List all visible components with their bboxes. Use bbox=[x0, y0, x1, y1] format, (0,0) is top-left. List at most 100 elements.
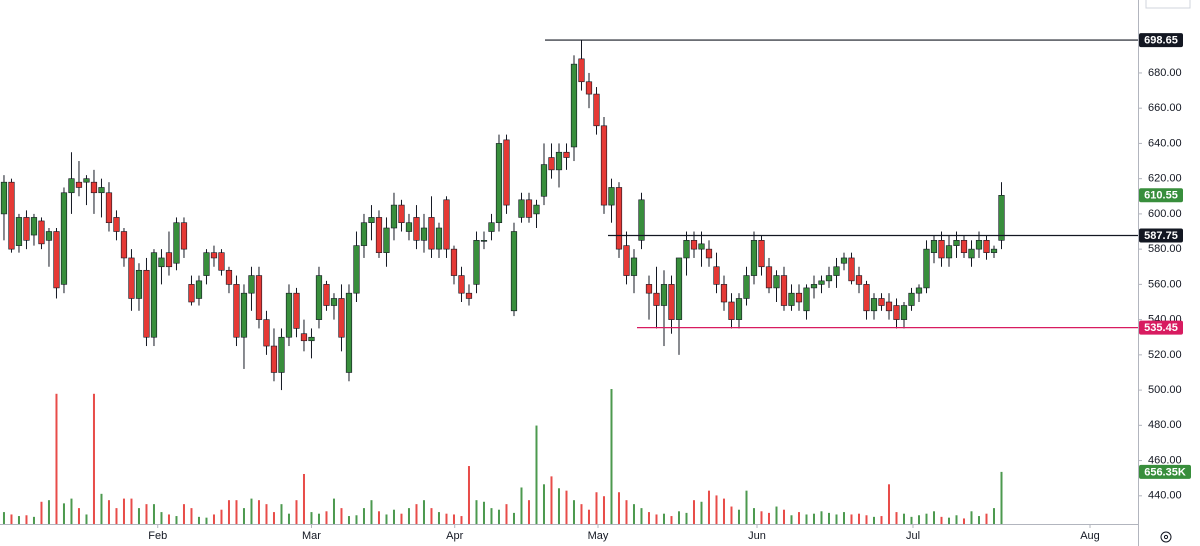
candle-body bbox=[660, 284, 668, 306]
candle-body bbox=[60, 192, 68, 285]
volume-bar bbox=[190, 508, 193, 524]
settings-button[interactable] bbox=[1160, 531, 1172, 543]
candle-body bbox=[308, 336, 315, 342]
volume-bar bbox=[722, 498, 725, 524]
volume-bar bbox=[377, 511, 380, 524]
candle-body bbox=[285, 292, 293, 338]
candle-body bbox=[158, 257, 165, 268]
candle-body bbox=[248, 275, 255, 294]
candle-body bbox=[540, 164, 548, 197]
candle-body bbox=[758, 240, 765, 268]
volume-bar bbox=[970, 511, 973, 524]
candle-body bbox=[750, 240, 758, 276]
candle-body bbox=[38, 220, 45, 245]
scale-button[interactable] bbox=[1145, 0, 1191, 9]
candle-body bbox=[270, 345, 278, 373]
y-tick-label: 560.00 bbox=[1148, 278, 1182, 290]
volume-bar bbox=[422, 500, 425, 524]
volume-bar bbox=[962, 518, 965, 524]
volume-bar bbox=[100, 493, 103, 524]
volume-bar bbox=[632, 504, 635, 524]
volume-bar bbox=[707, 490, 710, 524]
candle-body bbox=[30, 217, 38, 236]
volume-bar bbox=[287, 513, 290, 524]
volume-bar bbox=[85, 514, 88, 524]
candle-body bbox=[120, 231, 128, 259]
volume-bar bbox=[595, 492, 598, 524]
candle-body bbox=[863, 284, 870, 312]
candle-body bbox=[908, 292, 915, 306]
volume-bar bbox=[2, 512, 5, 524]
last-price-tag bbox=[1139, 188, 1183, 203]
price-tag bbox=[1139, 33, 1183, 48]
volume-bar bbox=[617, 492, 620, 524]
candle-body bbox=[503, 139, 510, 206]
candle-body bbox=[495, 143, 503, 224]
candle-body bbox=[458, 275, 465, 294]
last-volume-label: 656.35K bbox=[1144, 466, 1186, 478]
volume-bar bbox=[797, 512, 800, 524]
candle-body bbox=[975, 240, 983, 250]
volume-bar bbox=[197, 516, 200, 524]
candle-body bbox=[330, 298, 338, 306]
candle-body bbox=[75, 181, 83, 188]
candle-body bbox=[390, 204, 398, 229]
candle-body bbox=[375, 217, 383, 253]
candle-body bbox=[263, 319, 270, 347]
volume-bar bbox=[17, 516, 20, 524]
volume-bar bbox=[47, 500, 50, 524]
candle-body bbox=[735, 298, 743, 320]
y-tick-label: 580.00 bbox=[1148, 243, 1182, 255]
volume-bar bbox=[917, 515, 920, 524]
volume-bar bbox=[520, 487, 523, 524]
volume-bar bbox=[70, 498, 73, 524]
volume-bar bbox=[40, 501, 43, 524]
candle-body bbox=[690, 240, 698, 250]
candle-body bbox=[930, 240, 938, 253]
volume-bar bbox=[685, 512, 688, 524]
volume-bar bbox=[32, 516, 35, 524]
volume-bar bbox=[955, 515, 958, 524]
candle-body bbox=[855, 275, 863, 285]
candle-body bbox=[68, 178, 75, 194]
volume-bar bbox=[167, 514, 170, 524]
y-tick-label: 620.00 bbox=[1148, 173, 1182, 185]
volume-bar bbox=[145, 504, 148, 524]
volume-bar bbox=[842, 512, 845, 524]
volume-bar bbox=[940, 516, 943, 524]
candle-body bbox=[8, 181, 15, 250]
price-tag bbox=[1139, 320, 1183, 335]
volume-bar bbox=[647, 512, 650, 524]
candle-body bbox=[810, 284, 818, 289]
volume-bar bbox=[850, 514, 853, 524]
candle-body bbox=[195, 280, 203, 299]
candle-body bbox=[428, 217, 435, 250]
volume-bar bbox=[347, 516, 350, 524]
volume-bar bbox=[550, 476, 553, 524]
volume-bar bbox=[872, 516, 875, 524]
volume-bar bbox=[767, 512, 770, 524]
y-tick-label: 660.00 bbox=[1148, 102, 1182, 114]
candle-body bbox=[405, 222, 413, 232]
volume-bar bbox=[317, 513, 320, 524]
price-tag bbox=[1139, 228, 1183, 243]
volume-bar bbox=[580, 504, 583, 524]
volume-bar bbox=[482, 501, 485, 524]
volume-bar bbox=[152, 504, 155, 524]
volume-bar bbox=[122, 498, 125, 524]
candle-body bbox=[728, 301, 735, 320]
volume-bar bbox=[932, 511, 935, 524]
candle-body bbox=[698, 243, 705, 250]
volume-bar bbox=[827, 512, 830, 524]
candle-body bbox=[795, 292, 803, 303]
volume-bar bbox=[752, 508, 755, 524]
candle-body bbox=[180, 222, 188, 250]
volume-bar bbox=[992, 508, 995, 524]
candle-body bbox=[473, 240, 480, 285]
x-tick-label: Apr bbox=[446, 530, 463, 542]
volume-bar bbox=[325, 511, 328, 524]
volume-bar bbox=[340, 508, 343, 524]
volume-bar bbox=[280, 504, 283, 524]
candle-body bbox=[518, 199, 525, 218]
